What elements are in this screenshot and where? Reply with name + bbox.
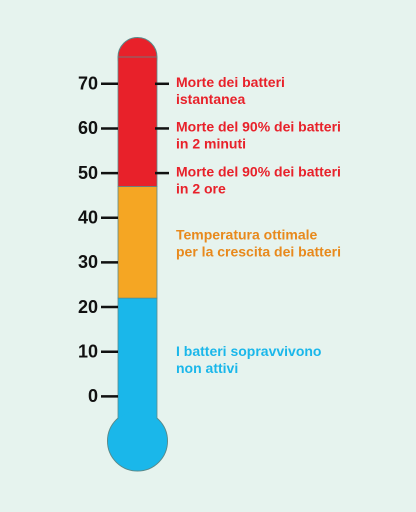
y-tick-label: 10 xyxy=(78,341,98,361)
y-tick-label: 70 xyxy=(78,74,98,94)
annotation-text: I batteri sopravvivono xyxy=(176,343,321,359)
annotation-text: non attivi xyxy=(176,360,238,376)
y-tick-label: 0 xyxy=(88,386,98,406)
y-tick-label: 60 xyxy=(78,118,98,138)
tube-segment xyxy=(117,56,158,187)
annotation-text: istantanea xyxy=(176,91,245,107)
annotation-text: Morte dei batteri xyxy=(176,74,285,90)
bulb-cover xyxy=(108,411,167,471)
annotation-text: in 2 ore xyxy=(176,180,226,196)
y-tick-label: 30 xyxy=(78,252,98,272)
y-tick-label: 20 xyxy=(78,297,98,317)
tube-segment xyxy=(117,186,158,299)
annotation-text: Morte del 90% dei batteri xyxy=(176,119,341,135)
annotation-text: Temperatura ottimale xyxy=(176,227,318,243)
y-tick-label: 50 xyxy=(78,163,98,183)
annotation-text: in 2 minuti xyxy=(176,136,246,152)
y-tick-label: 40 xyxy=(78,207,98,227)
annotation-text: per la crescita dei batteri xyxy=(176,244,341,260)
annotation-text: Morte del 90% dei batteri xyxy=(176,163,341,179)
